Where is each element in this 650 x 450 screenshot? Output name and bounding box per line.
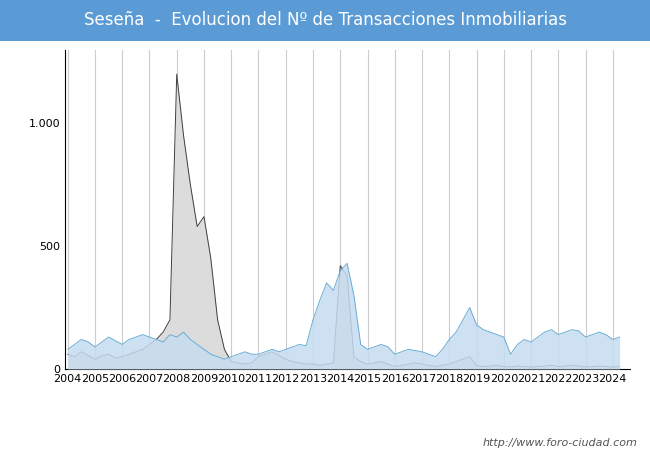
Text: Seseña  -  Evolucion del Nº de Transacciones Inmobiliarias: Seseña - Evolucion del Nº de Transaccion…	[83, 11, 567, 29]
Text: http://www.foro-ciudad.com: http://www.foro-ciudad.com	[482, 438, 637, 448]
